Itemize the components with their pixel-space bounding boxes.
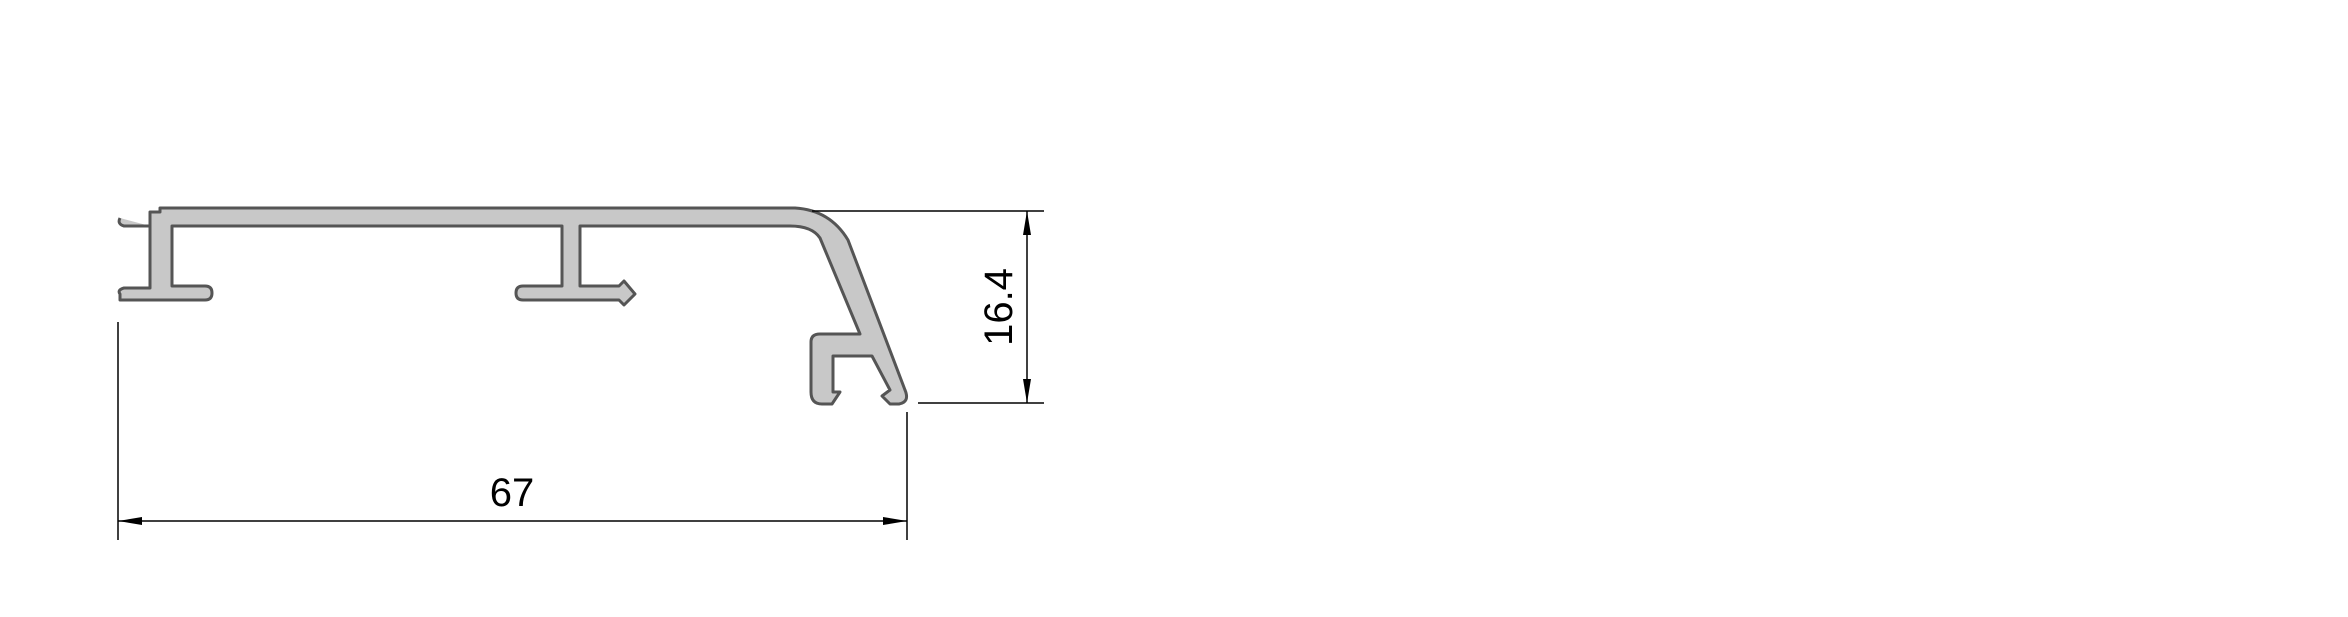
height-dimension-label: 16.4 (977, 268, 1021, 346)
width-arrow-left (118, 517, 142, 525)
height-arrow-bottom (1023, 379, 1031, 403)
height-arrow-top (1023, 211, 1031, 235)
width-dimension-label: 67 (490, 471, 535, 515)
width-arrow-right (883, 517, 907, 525)
profile-outline (117, 206, 908, 406)
